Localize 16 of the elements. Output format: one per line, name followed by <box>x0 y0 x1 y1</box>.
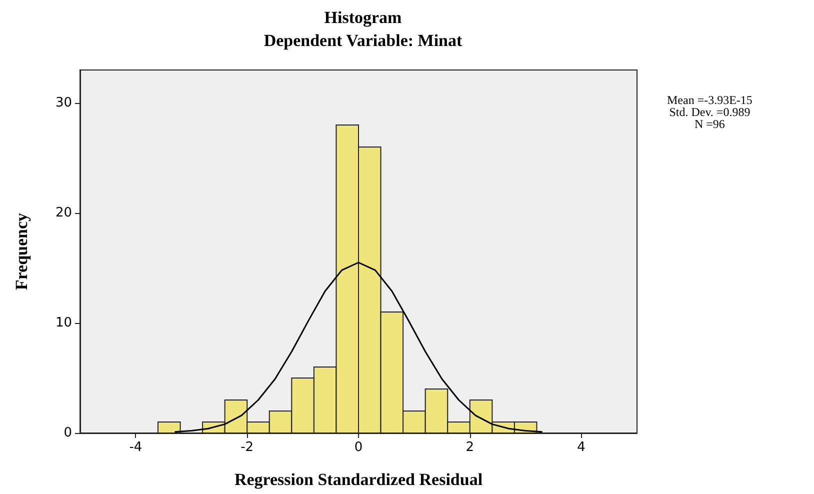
y-tick-label: 20 <box>55 206 72 220</box>
x-tick-label: 2 <box>466 440 474 455</box>
chart-title: Histogram <box>324 8 402 27</box>
x-tick-label: 4 <box>577 440 586 455</box>
text: Mean =-3.93E-15 <box>666 93 752 107</box>
y-tick-label: 10 <box>55 316 72 330</box>
x-tick-label: 0 <box>354 440 363 455</box>
text: Std. Dev. =0.989 <box>669 105 750 119</box>
y-tick-label: 0 <box>64 426 72 440</box>
text: N =96 <box>694 117 725 131</box>
y-axis-title: Frequency <box>12 212 31 290</box>
x-axis-title: Regression Standardized Residual <box>234 470 483 489</box>
chart-subtitle: Dependent Variable: Minat <box>264 31 463 50</box>
y-tick-label: 30 <box>55 96 72 110</box>
x-tick-label: -4 <box>129 440 142 455</box>
x-tick-label: -2 <box>240 440 254 455</box>
